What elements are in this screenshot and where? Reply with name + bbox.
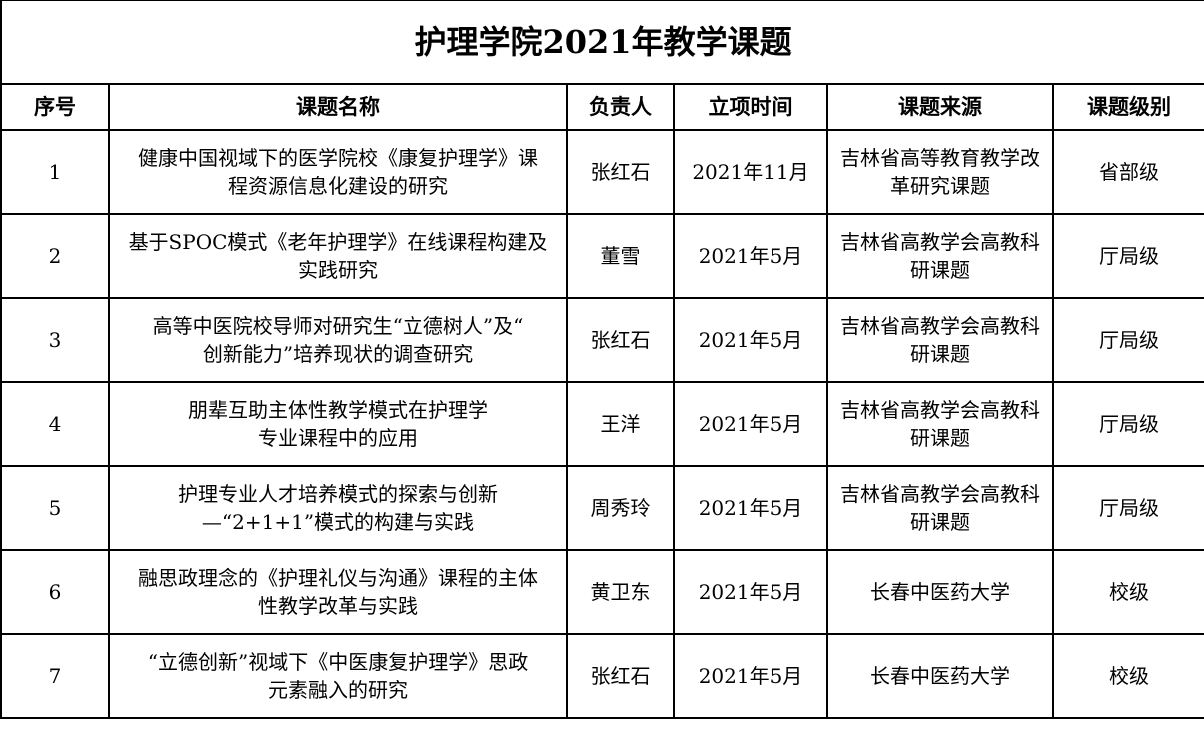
- header-no: 序号: [0, 83, 110, 131]
- cell-name: 基于SPOC模式《老年护理学》在线课程构建及 实践研究: [108, 213, 568, 299]
- projects-table: 护理学院2021年教学课题 序号 课题名称 负责人 立项时间 课题来源 课题级别…: [0, 0, 1204, 719]
- cell-source: 吉林省高等教育教学改 革研究课题: [826, 129, 1054, 215]
- cell-source-line: 吉林省高教学会高教科: [840, 314, 1040, 338]
- cell-date: 2021年11月: [673, 129, 828, 215]
- cell-leader: 董雪: [566, 213, 675, 299]
- cell-leader: 张红石: [566, 129, 675, 215]
- cell-name-line: 元素融入的研究: [268, 678, 408, 702]
- cell-name-line: 基于SPOC模式《老年护理学》在线课程构建及: [128, 230, 548, 254]
- cell-source: 长春中医药大学: [826, 549, 1054, 635]
- cell-date: 2021年5月: [673, 381, 828, 467]
- cell-level: 厅局级: [1051, 381, 1204, 467]
- table-row: 1 健康中国视域下的医学院校《康复护理学》课 程资源信息化建设的研究 张红石 2021年…: [0, 129, 1204, 215]
- header-row: 序号 课题名称 负责人 立项时间 课题来源 课题级别: [0, 83, 1204, 131]
- table-row: 3 高等中医院校导师对研究生“立德树人”及“ 创新能力”培养现状的调查研究 张红石 20…: [0, 297, 1204, 383]
- cell-date: 2021年5月: [673, 549, 828, 635]
- cell-no: 5: [0, 465, 110, 551]
- cell-source-line: 吉林省高等教育教学改: [840, 146, 1040, 170]
- cell-source: 吉林省高教学会高教科 研课题: [826, 381, 1054, 467]
- header-leader: 负责人: [566, 83, 675, 131]
- cell-name-line: 高等中医院校导师对研究生“立德树人”及“: [152, 314, 524, 338]
- cell-name-line: 创新能力”培养现状的调查研究: [202, 342, 474, 366]
- cell-date: 2021年5月: [673, 213, 828, 299]
- cell-name-line: 程资源信息化建设的研究: [228, 174, 448, 198]
- cell-level: 校级: [1051, 549, 1204, 635]
- cell-no: 1: [0, 129, 110, 215]
- cell-leader: 周秀玲: [566, 465, 675, 551]
- cell-level: 省部级: [1051, 129, 1204, 215]
- cell-name-line: 实践研究: [298, 258, 378, 282]
- cell-name: 高等中医院校导师对研究生“立德树人”及“ 创新能力”培养现状的调查研究: [108, 297, 568, 383]
- cell-no: 7: [0, 633, 110, 719]
- header-date: 立项时间: [673, 83, 828, 131]
- cell-level: 厅局级: [1051, 213, 1204, 299]
- cell-name-line: 朋辈互助主体性教学模式在护理学: [188, 398, 488, 422]
- cell-source-line: 吉林省高教学会高教科: [840, 482, 1040, 506]
- cell-name-line: 性教学改革与实践: [258, 594, 418, 618]
- cell-source-line: 长春中医药大学: [870, 580, 1010, 604]
- cell-leader: 张红石: [566, 633, 675, 719]
- table-row: 2 基于SPOC模式《老年护理学》在线课程构建及 实践研究 董雪 2021年5月 吉林省高…: [0, 213, 1204, 299]
- cell-source: 吉林省高教学会高教科 研课题: [826, 465, 1054, 551]
- table-row: 7 “立德创新”视域下《中医康复护理学》思政 元素融入的研究 张红石 2021年5月 长春…: [0, 633, 1204, 719]
- page-title: 护理学院2021年教学课题: [0, 0, 1204, 85]
- cell-no: 4: [0, 381, 110, 467]
- cell-no: 6: [0, 549, 110, 635]
- cell-source: 长春中医药大学: [826, 633, 1054, 719]
- cell-leader: 王洋: [566, 381, 675, 467]
- header-source: 课题来源: [826, 83, 1054, 131]
- cell-name-line: 护理专业人才培养模式的探索与创新: [178, 482, 498, 506]
- cell-source-line: 研课题: [910, 510, 970, 534]
- cell-level: 厅局级: [1051, 297, 1204, 383]
- cell-name-line: “立德创新”视域下《中医康复护理学》思政: [147, 650, 529, 674]
- cell-date: 2021年5月: [673, 465, 828, 551]
- cell-no: 3: [0, 297, 110, 383]
- cell-source: 吉林省高教学会高教科 研课题: [826, 213, 1054, 299]
- cell-leader: 张红石: [566, 297, 675, 383]
- table-row: 5 护理专业人才培养模式的探索与创新 —“2+1+1”模式的构建与实践 周秀玲 2021…: [0, 465, 1204, 551]
- cell-no: 2: [0, 213, 110, 299]
- cell-source-line: 研课题: [910, 426, 970, 450]
- cell-source-line: 研课题: [910, 342, 970, 366]
- cell-source-line: 吉林省高教学会高教科: [840, 398, 1040, 422]
- cell-name-line: 融思政理念的《护理礼仪与沟通》课程的主体: [138, 566, 538, 590]
- cell-level: 厅局级: [1051, 465, 1204, 551]
- cell-source-line: 吉林省高教学会高教科: [840, 230, 1040, 254]
- cell-name: 朋辈互助主体性教学模式在护理学 专业课程中的应用: [108, 381, 568, 467]
- cell-date: 2021年5月: [673, 633, 828, 719]
- cell-name: “立德创新”视域下《中医康复护理学》思政 元素融入的研究: [108, 633, 568, 719]
- table-row: 4 朋辈互助主体性教学模式在护理学 专业课程中的应用 王洋 2021年5月 吉林省高教学会…: [0, 381, 1204, 467]
- table-row: 6 融思政理念的《护理礼仪与沟通》课程的主体 性教学改革与实践 黄卫东 2021年5月长…: [0, 549, 1204, 635]
- cell-name-line: —“2+1+1”模式的构建与实践: [201, 510, 475, 534]
- cell-name-line: 专业课程中的应用: [258, 426, 418, 450]
- cell-source-line: 研课题: [910, 258, 970, 282]
- cell-name: 护理专业人才培养模式的探索与创新 —“2+1+1”模式的构建与实践: [108, 465, 568, 551]
- cell-level: 校级: [1051, 633, 1204, 719]
- cell-source-line: 革研究课题: [890, 174, 990, 198]
- header-name: 课题名称: [108, 83, 568, 131]
- cell-name-line: 健康中国视域下的医学院校《康复护理学》课: [138, 146, 538, 170]
- cell-source: 吉林省高教学会高教科 研课题: [826, 297, 1054, 383]
- cell-leader: 黄卫东: [566, 549, 675, 635]
- header-level: 课题级别: [1051, 83, 1204, 131]
- cell-date: 2021年5月: [673, 297, 828, 383]
- cell-source-line: 长春中医药大学: [870, 664, 1010, 688]
- cell-name: 融思政理念的《护理礼仪与沟通》课程的主体 性教学改革与实践: [108, 549, 568, 635]
- cell-name: 健康中国视域下的医学院校《康复护理学》课 程资源信息化建设的研究: [108, 129, 568, 215]
